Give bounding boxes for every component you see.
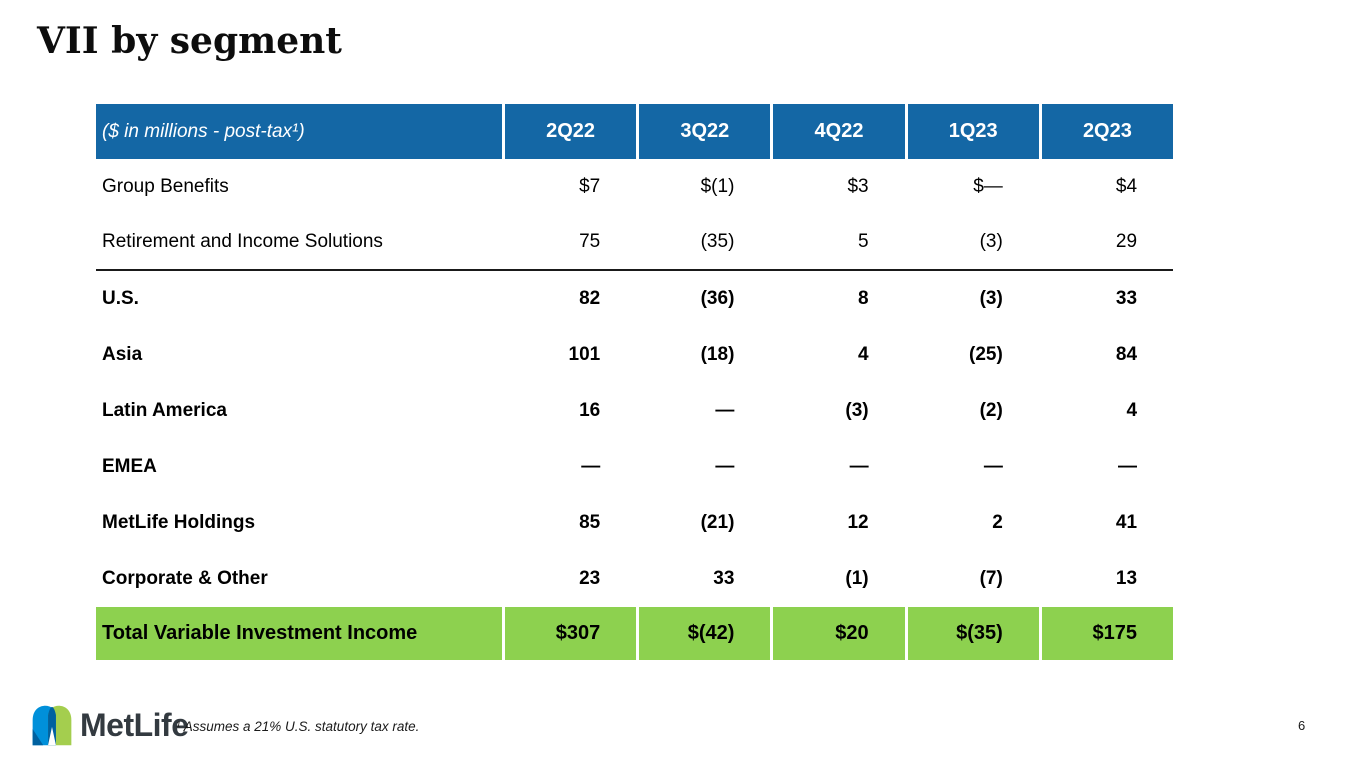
cell-value: $— [973,176,1003,197]
vii-segment-table: ($ in millions - post-tax¹) 2Q22 3Q22 4Q22… [96,104,1174,660]
cell-value: 8 [858,288,869,309]
cell-value: (3) [845,400,869,421]
table-header-label: ($ in millions - post-tax¹) [96,104,502,159]
total-value: $20 [773,607,905,660]
cell-value: 16 [579,400,601,421]
page-number: 6 [1298,718,1306,733]
slide-title: VII by segment [37,20,342,62]
cell-value: — [1118,456,1138,477]
cell-value: (25) [969,344,1003,365]
table-row: Corporate & Other 23 33 (1) (7) 13 [96,551,1173,607]
cell-value: 84 [1115,344,1138,365]
row-label: Retirement and Income Solutions [102,231,383,252]
column-header: 3Q22 [639,104,771,159]
cell-value: (3) [979,288,1003,309]
cell-value: 29 [1115,231,1138,252]
row-label: EMEA [102,456,157,477]
table-row: Latin America 16 — (3) (2) 4 [96,383,1173,439]
column-header: 4Q22 [773,104,905,159]
row-label: U.S. [102,288,139,309]
total-value: $307 [505,607,637,660]
row-label: Asia [102,344,143,365]
table-body: Group Benefits $7 $(1) $3 $— $4 Retirement and… [96,159,1173,607]
cell-value: 4 [1126,400,1138,421]
total-value: $(35) [907,607,1039,660]
cell-value: 101 [568,344,601,365]
metlife-logo-icon [32,705,72,746]
cell-value: 5 [858,231,869,252]
cell-value: 41 [1115,512,1138,533]
table-row: MetLife Holdings 85 (21) 12 2 41 [96,495,1173,551]
table-row: EMEA — — — — — [96,439,1173,495]
cell-value: (7) [979,568,1003,589]
cell-value: $4 [1115,176,1138,197]
total-label: Total Variable Investment Income [96,607,502,660]
total-values: $307 $(42) $20 $(35) $175 [502,607,1174,660]
cell-value: (2) [979,400,1003,421]
cell-value: (3) [979,231,1003,252]
table-row: Group Benefits $7 $(1) $3 $— $4 [96,159,1173,215]
cell-value: (35) [700,231,735,252]
cell-value: 33 [1115,288,1138,309]
cell-value: 12 [847,512,869,533]
table-header-row: ($ in millions - post-tax¹) 2Q22 3Q22 4Q22… [96,104,1174,159]
cell-value: 2 [992,512,1003,533]
cell-value: $(1) [700,176,735,197]
metlife-wordmark: MetLife [80,707,189,743]
table-row: U.S. 82 (36) 8 (3) 33 [96,271,1173,327]
row-label: Latin America [102,400,227,421]
total-row: Total Variable Investment Income $307 $(4… [96,607,1174,660]
cell-value: (21) [700,512,735,533]
cell-value: 13 [1115,568,1138,589]
cell-value: — [849,456,869,477]
cell-value: (36) [700,288,735,309]
row-label: MetLife Holdings [102,512,256,533]
cell-value: 23 [579,568,601,589]
column-header: 2Q23 [1041,104,1174,159]
cell-value: $3 [847,176,869,197]
cell-value: 85 [579,512,601,533]
cell-value: — [715,456,735,477]
total-value: $(42) [639,607,771,660]
column-header: 2Q22 [505,104,637,159]
cell-value: (1) [845,568,869,589]
cell-value: (18) [700,344,735,365]
total-value: $175 [1041,607,1174,660]
cell-value: 75 [579,231,601,252]
table-row: Retirement and Income Solutions 75 (35) 5 (3… [96,215,1173,271]
footnote: ¹ Assumes a 21% U.S. statutory tax rate. [176,719,420,734]
cell-value: — [983,456,1003,477]
cell-value: $7 [579,176,601,197]
column-header: 1Q23 [907,104,1039,159]
table-row: Asia 101 (18) 4 (25) 84 [96,327,1173,383]
cell-value: — [715,400,735,421]
cell-value: 4 [858,344,869,365]
cell-value: — [581,456,601,477]
row-label: Corporate & Other [102,568,268,589]
cell-value: 82 [579,288,601,309]
row-label: Group Benefits [102,176,229,197]
header-values: 2Q22 3Q22 4Q22 1Q23 2Q23 [502,104,1174,159]
cell-value: 33 [713,568,735,589]
